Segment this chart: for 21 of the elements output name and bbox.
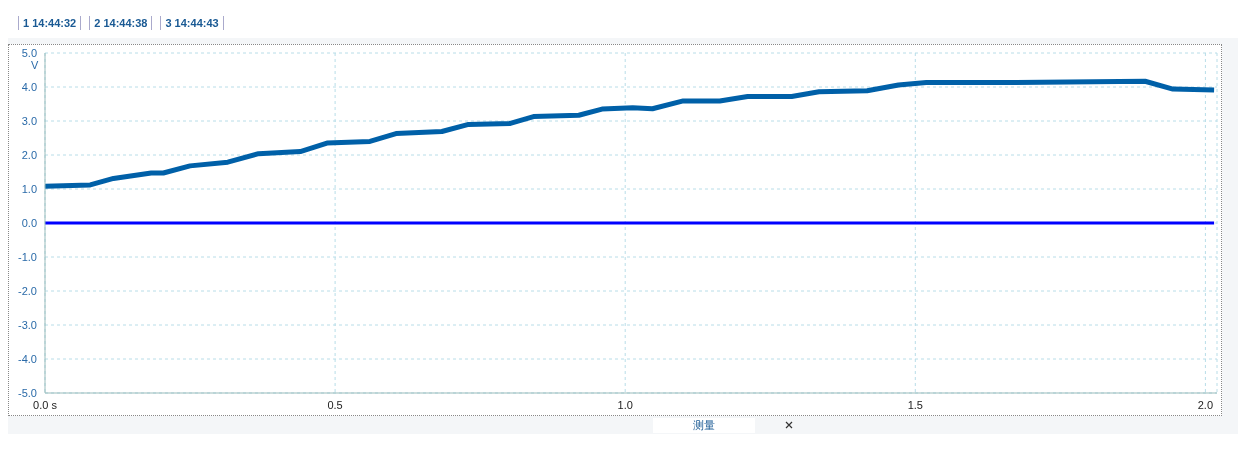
- x-tick-label: 0.0 s: [33, 398, 58, 411]
- x-tick-label: 1.5: [907, 398, 923, 411]
- y-tick-label: -2.0: [18, 284, 37, 297]
- y-tick-label: -3.0: [18, 318, 37, 331]
- text: 2 14:44:38: [89, 16, 153, 30]
- y-tick-label: 2.0: [21, 148, 37, 161]
- y-tick-label: 1.0: [21, 182, 37, 195]
- y-tick-label: -5.0: [18, 386, 37, 399]
- y-tick-label: -1.0: [18, 250, 37, 263]
- text: 测量: [653, 417, 755, 433]
- text: 3 14:44:43: [160, 16, 224, 30]
- y-tick-label: 3.0: [21, 114, 37, 127]
- y-axis-title: V: [31, 59, 39, 71]
- y-tick-label: 5.0: [21, 46, 37, 59]
- text: 1 14:44:32: [18, 16, 82, 30]
- x-tick-label: 0.5: [327, 398, 343, 411]
- y-tick-label: 0.0: [21, 216, 37, 229]
- y-tick-label: -4.0: [18, 352, 37, 365]
- x-tick-label: 1.0: [617, 398, 633, 411]
- y-tick-label: 4.0: [21, 80, 37, 93]
- x-tick-label: 2.0: [1197, 398, 1214, 411]
